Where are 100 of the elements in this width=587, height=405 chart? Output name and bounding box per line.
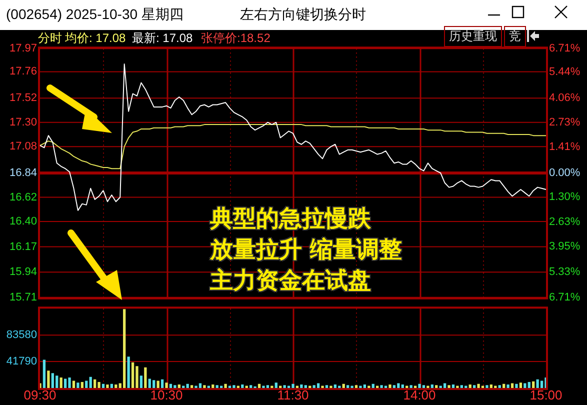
x-tick-label: 15:00 [530, 387, 562, 402]
text: 张停价:18.52 [201, 30, 270, 47]
bar [460, 385, 463, 388]
bar [316, 383, 320, 388]
bar [93, 379, 96, 388]
bar [300, 384, 303, 388]
bar [274, 382, 278, 388]
text: 最新: 17.08 [132, 30, 193, 47]
bar [536, 379, 539, 388]
bar [334, 384, 336, 388]
y-tick-label: 83580 [6, 329, 37, 342]
bar [203, 385, 206, 388]
bar [304, 385, 307, 388]
y2-tick-label: 4.06% [549, 92, 580, 104]
y2-tick-label: 2.63% [549, 216, 580, 228]
x-tick-label: 09:30 [24, 387, 56, 402]
bar [72, 380, 76, 388]
y-tick-label: 17.76 [9, 66, 37, 78]
bar [392, 385, 396, 388]
bar [388, 384, 392, 388]
bar [241, 384, 244, 388]
bar [346, 385, 350, 388]
y2-tick-label: 3.95% [549, 240, 580, 252]
bar [283, 385, 286, 388]
bar [418, 384, 421, 388]
y2-tick-label: 6.71% [549, 291, 580, 304]
bar [127, 356, 130, 388]
text: 均价: 17.08 [65, 30, 126, 47]
bar [342, 384, 345, 388]
bar [498, 385, 501, 388]
bar [144, 367, 147, 388]
text: 竞 [504, 26, 526, 47]
y-tick-label: 41790 [6, 356, 37, 368]
y2-tick-label: 1.41% [549, 140, 580, 153]
bar [186, 384, 189, 388]
bar [198, 383, 202, 388]
bar [224, 384, 227, 388]
bar [64, 378, 67, 388]
y-tick-label: 15.71 [9, 291, 37, 304]
y-tick-label: 16.62 [9, 191, 37, 204]
bar [372, 384, 374, 388]
bar [152, 380, 156, 388]
bar [123, 309, 126, 388]
bar [42, 360, 46, 388]
bar [380, 385, 383, 388]
bar [98, 382, 100, 388]
y2-tick-label: 6.71% [549, 42, 580, 55]
bar [312, 385, 316, 388]
bar [510, 383, 514, 388]
bar [506, 384, 510, 388]
bar [397, 383, 400, 388]
y-tick-label: 15.94 [9, 266, 37, 278]
bar [136, 366, 138, 388]
bar [110, 384, 114, 388]
text: 历史重现 [444, 26, 502, 47]
y2-tick-label: 5.33% [549, 266, 580, 278]
bar [190, 385, 194, 388]
bar [169, 384, 172, 388]
bar [435, 385, 438, 388]
bar [486, 385, 488, 388]
y-tick-label: 17.52 [9, 92, 37, 104]
bar [140, 376, 143, 388]
bar [515, 384, 518, 388]
y-tick-label: 16.40 [9, 215, 37, 228]
chart-title: (002654) 2025-10-30 星期四 [6, 6, 184, 24]
bar [528, 382, 530, 388]
bar [258, 384, 261, 388]
bar [468, 384, 472, 388]
bar [60, 378, 62, 388]
y-tick-label: 16.84 [9, 167, 37, 180]
bar [410, 385, 412, 388]
bar [430, 384, 434, 388]
bar [89, 376, 92, 388]
bar [160, 379, 164, 388]
text: 分时 [38, 30, 62, 47]
y-tick-label: 17.97 [9, 42, 37, 55]
bar [131, 362, 134, 388]
bar [232, 385, 236, 388]
x-tick-label: 11:30 [277, 387, 309, 402]
bar [452, 384, 455, 388]
bar [156, 380, 160, 388]
bar [325, 385, 328, 388]
bar [47, 370, 50, 388]
bar [216, 385, 218, 388]
bar [524, 383, 526, 388]
bar [502, 384, 506, 388]
bar [148, 378, 151, 388]
y2-tick-label: 0.00% [549, 167, 580, 180]
bar [477, 384, 480, 388]
x-tick-label: 10:30 [150, 387, 183, 402]
bar [76, 382, 80, 388]
chart-subtitle: 左右方向键切换分时 [240, 6, 366, 24]
y-tick-label: 17.08 [9, 140, 37, 153]
bar [401, 384, 404, 388]
x-tick-label: 14:00 [403, 387, 436, 402]
bar [266, 385, 270, 388]
bar [212, 384, 214, 388]
bar [448, 385, 450, 388]
bar [174, 385, 176, 388]
bar [422, 385, 426, 388]
